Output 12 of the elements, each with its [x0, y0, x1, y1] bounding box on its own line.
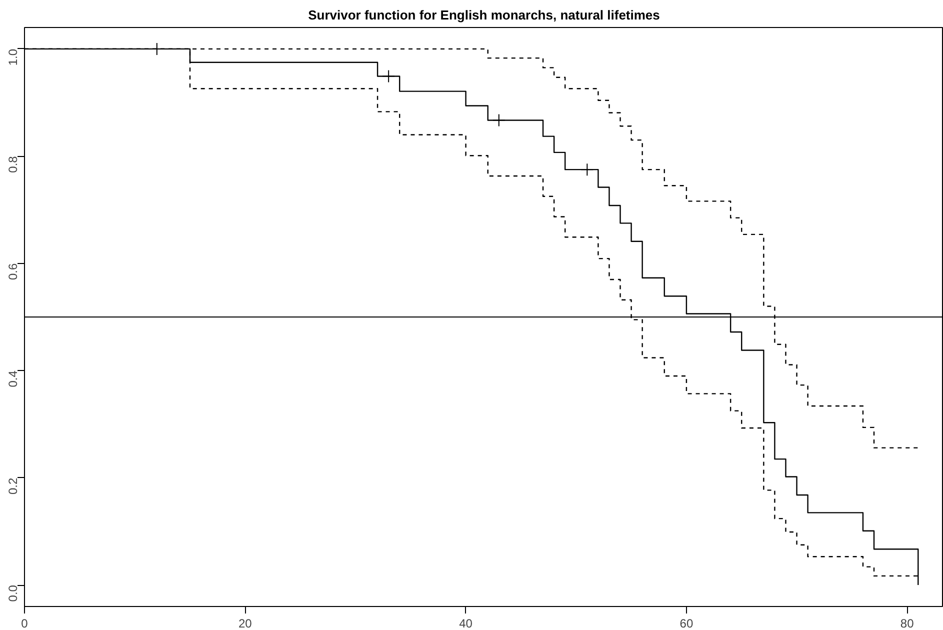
y-tick-label: 0.8 [6, 156, 20, 173]
chart-title: Survivor function for English monarchs, natural lifetimes [308, 8, 660, 22]
x-tick-label: 40 [459, 616, 473, 630]
y-tick-label: 0.0 [6, 584, 20, 602]
y-tick-label: 0.4 [6, 370, 20, 388]
x-tick-label: 80 [900, 616, 914, 630]
x-tick-label: 20 [238, 616, 252, 630]
y-tick-label: 0.6 [6, 263, 20, 280]
y-tick-label: 0.2 [6, 478, 20, 495]
y-tick-label: 1.0 [6, 48, 20, 66]
x-tick-label: 0 [21, 616, 28, 630]
x-tick-label: 60 [680, 616, 694, 630]
